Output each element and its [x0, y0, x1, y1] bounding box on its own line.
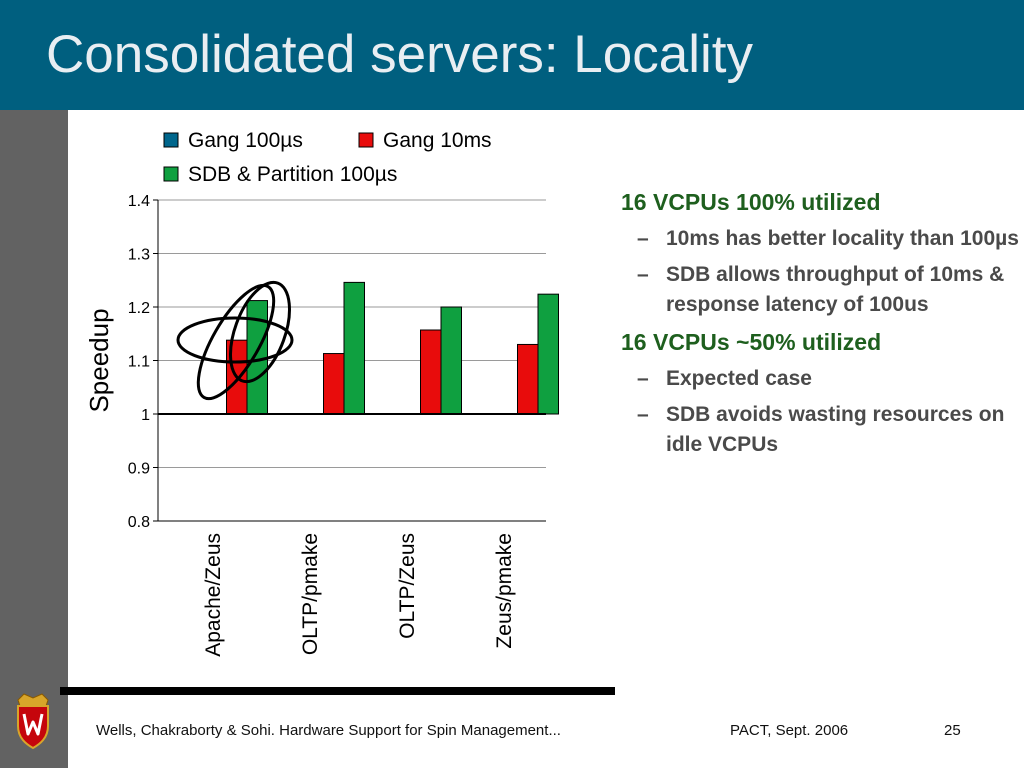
slide-title: Consolidated servers: Locality [46, 25, 754, 84]
left-strip [0, 110, 68, 768]
title-bar: Consolidated servers: Locality [0, 0, 1024, 110]
legend-swatch [358, 132, 374, 148]
x-category-label: Apache/Zeus [202, 533, 225, 657]
sub-bullet-text: Expected case [666, 367, 812, 390]
sub-bullet-text: SDB allows throughput of 10ms & response… [666, 263, 1005, 316]
sub-bullet: – Expected case [621, 364, 1021, 394]
dash-marker: – [637, 227, 649, 250]
sub-bullet: – SDB avoids wasting resources on idle VC… [621, 400, 1021, 460]
sub-bullet-text: SDB avoids wasting resources on idle VCP… [666, 403, 1005, 456]
y-tick-label: 1.2 [128, 300, 150, 317]
footer: Wells, Chakraborty & Sohi. Hardware Supp… [0, 722, 1024, 742]
legend-label: SDB & Partition 100µs [188, 163, 397, 186]
x-category-label: OLTP/Zeus [396, 533, 419, 639]
legend-swatch [163, 132, 179, 148]
bar [420, 329, 442, 415]
sub-bullet: –10ms has better locality than 100µs [621, 224, 1021, 254]
x-category-label: OLTP/pmake [299, 533, 322, 655]
speedup-chart: 0.8 0.9 1 1.1 1.2 1.3 1.4 Apache/Zeus OLTP/pmake… [84, 129, 559, 657]
bullet-heading: 16 VCPUs 100% utilized [621, 189, 881, 215]
y-tick-label: 1 [141, 407, 150, 424]
bar [517, 343, 539, 415]
annotation-ellipse [229, 280, 291, 384]
y-tick-label: 1.3 [128, 247, 150, 264]
dash-marker: – [637, 263, 649, 286]
legend-label: Gang 100µs [188, 129, 303, 152]
annotation-ellipse [196, 283, 276, 401]
footer-citation: Wells, Chakraborty & Sohi. Hardware Supp… [96, 722, 561, 739]
bullet-heading: 16 VCPUs ~50% utilized [621, 329, 882, 355]
y-tick-label: 1.4 [128, 193, 150, 210]
annotation-ellipse [176, 316, 294, 364]
university-crest-icon [17, 693, 49, 750]
y-axis-label: Speedup [84, 308, 114, 412]
footer-rule [60, 687, 615, 695]
x-category-label: Zeus/pmake [493, 533, 516, 649]
bar [440, 306, 462, 415]
bar [323, 353, 345, 415]
dash-marker: – [637, 367, 649, 390]
legend-label: Gang 10ms [383, 129, 492, 152]
bullet-list: 16 VCPUs 100% utilized –10ms has better … [621, 186, 1021, 460]
legend-swatch [163, 166, 179, 182]
footer-page-number: 25 [944, 722, 961, 739]
sub-bullet-text: 10ms has better locality than 100µs [666, 227, 1019, 250]
y-tick-label: 0.9 [128, 461, 150, 478]
y-tick-label: 0.8 [128, 514, 150, 531]
y-tick-label: 1.1 [128, 354, 150, 371]
footer-venue: PACT, Sept. 2006 [730, 722, 849, 739]
bar [537, 293, 559, 415]
dash-marker: – [637, 403, 649, 426]
sub-bullet: – SDB allows throughput of 10ms & respons… [621, 260, 1021, 320]
bar [343, 281, 365, 415]
